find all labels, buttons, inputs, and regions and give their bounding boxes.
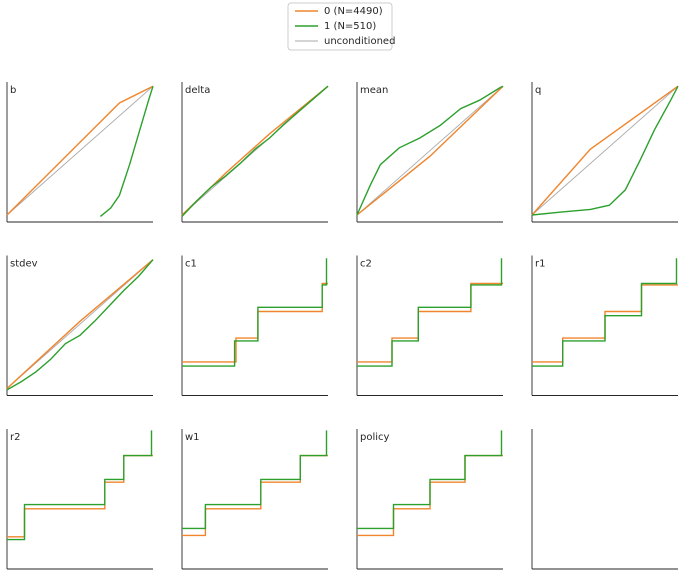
series-line [182, 454, 328, 537]
series-line [356, 85, 504, 216]
series-line [182, 282, 328, 363]
panel-title: b [10, 85, 16, 96]
series-line [6, 85, 154, 216]
series-line [7, 430, 153, 541]
series-line [181, 85, 329, 217]
series-line [532, 258, 678, 367]
legend-label: 0 (N=4490) [324, 6, 383, 17]
panel-title: policy [360, 432, 390, 443]
series-line [6, 85, 154, 216]
panel-title: w1 [185, 432, 200, 443]
series-line [357, 258, 503, 367]
series-line [99, 85, 154, 217]
series-line [531, 85, 679, 216]
series-line [356, 85, 504, 216]
series-line [6, 259, 154, 391]
panel-title: r2 [10, 432, 20, 443]
series-line [357, 282, 503, 363]
legend-label: unconditioned [324, 36, 395, 47]
panel-title: c2 [360, 259, 372, 270]
series-line [7, 454, 153, 538]
panel-title: delta [185, 85, 210, 96]
series-line [182, 430, 328, 530]
series-line [6, 259, 154, 390]
series-line [531, 85, 679, 216]
panel-title: mean [360, 85, 388, 96]
panel-title: stdev [10, 259, 38, 270]
legend-label: 1 (N=510) [324, 21, 376, 32]
panel-title: q [535, 85, 541, 96]
legend-box [287, 2, 393, 51]
series-line [356, 85, 504, 216]
panel-title: c1 [185, 259, 197, 270]
series-line [531, 85, 679, 216]
series-line [357, 430, 503, 530]
series-line [182, 258, 328, 367]
panel-title: r1 [535, 259, 545, 270]
